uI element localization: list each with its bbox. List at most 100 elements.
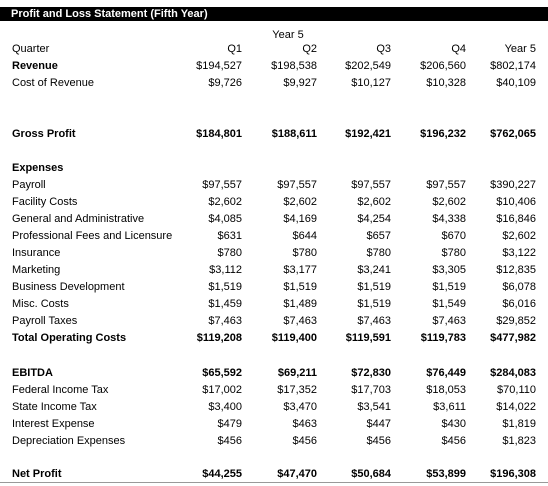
cell-value: $119,400: [271, 332, 317, 344]
table-row: Business Development $1,519 $1,519 $1,51…: [0, 279, 548, 296]
table-row: State Income Tax $3,400 $3,470 $3,541 $3…: [0, 399, 548, 416]
cell-value: $184,801: [196, 128, 242, 140]
table-row: Depreciation Expenses $456 $456 $456 $45…: [0, 433, 548, 450]
cell-value: $206,560: [420, 60, 466, 72]
row-label: Professional Fees and Licensure: [12, 230, 173, 242]
table-header-row: Quarter Q1 Q2 Q3 Q4 Year 5: [0, 41, 548, 58]
year-header: Year 5: [272, 29, 304, 41]
cell-value: $2,602: [502, 230, 536, 242]
cell-value: $9,726: [208, 77, 242, 89]
cell-value: $198,538: [271, 60, 317, 72]
table-row: Federal Income Tax $17,002 $17,352 $17,7…: [0, 382, 548, 399]
cell-value: $780: [217, 247, 242, 259]
cell-value: $4,338: [432, 213, 466, 225]
cell-value: $1,519: [283, 281, 317, 293]
row-label: Marketing: [12, 264, 61, 276]
total-operating-costs-row: Total Operating Costs $119,208 $119,400 …: [0, 330, 548, 347]
cell-value: $780: [366, 247, 391, 259]
gross-profit-row: Gross Profit $184,801 $188,611 $192,421 …: [0, 126, 548, 143]
col-header-q3: Q3: [376, 43, 391, 55]
cell-value: $644: [292, 230, 317, 242]
row-label: Facility Costs: [12, 196, 78, 208]
cell-value: $3,541: [357, 401, 391, 413]
cell-value: $65,592: [202, 367, 242, 379]
row-label: General and Administrative: [12, 213, 145, 225]
cell-value: $390,227: [490, 179, 536, 191]
row-label: Gross Profit: [12, 128, 76, 140]
cell-value: $119,783: [420, 332, 466, 344]
cell-value: $2,602: [357, 196, 391, 208]
cell-value: $670: [441, 230, 466, 242]
row-label: Insurance: [12, 247, 61, 259]
cell-value: $97,557: [277, 179, 317, 191]
cell-value: $4,085: [208, 213, 242, 225]
cell-value: $3,400: [208, 401, 242, 413]
cell-value: $1,823: [502, 435, 536, 447]
cell-value: $196,232: [420, 128, 466, 140]
revenue-row: Revenue $194,527 $198,538 $202,549 $206,…: [0, 58, 548, 75]
col-header-q1: Q1: [227, 43, 242, 55]
row-label: Quarter: [12, 43, 50, 55]
cell-value: $17,352: [277, 384, 317, 396]
cost-of-revenue-row: Cost of Revenue $9,726 $9,927 $10,127 $1…: [0, 75, 548, 92]
cell-value: $780: [441, 247, 466, 259]
cell-value: $802,174: [490, 60, 536, 72]
cell-value: $10,328: [426, 77, 466, 89]
cell-value: $3,122: [502, 247, 536, 259]
statement-title: Profit and Loss Statement (Fifth Year): [0, 7, 548, 21]
cell-value: $1,519: [432, 281, 466, 293]
row-label: Interest Expense: [12, 418, 95, 430]
cell-value: $762,065: [490, 128, 536, 140]
cell-value: $4,254: [357, 213, 391, 225]
table-row: Misc. Costs $1,459 $1,489 $1,519 $1,549 …: [0, 296, 548, 313]
cell-value: $53,899: [426, 468, 466, 480]
cell-value: $17,703: [351, 384, 391, 396]
row-label: Revenue: [12, 60, 58, 72]
cell-value: $430: [441, 418, 466, 430]
cell-value: $456: [366, 435, 391, 447]
table-row: Payroll Taxes $7,463 $7,463 $7,463 $7,46…: [0, 313, 548, 330]
cell-value: $18,053: [426, 384, 466, 396]
cell-value: $456: [292, 435, 317, 447]
cell-value: $1,519: [208, 281, 242, 293]
cell-value: $463: [292, 418, 317, 430]
row-label: Misc. Costs: [12, 298, 69, 310]
col-header-q4: Q4: [451, 43, 466, 55]
cell-value: $479: [217, 418, 242, 430]
cell-value: $10,406: [496, 196, 536, 208]
cell-value: $72,830: [351, 367, 391, 379]
cell-value: $631: [217, 230, 242, 242]
cell-value: $6,078: [502, 281, 536, 293]
cell-value: $69,211: [277, 367, 317, 379]
cell-value: $17,002: [202, 384, 242, 396]
row-label: Depreciation Expenses: [12, 435, 126, 447]
cell-value: $3,177: [283, 264, 317, 276]
cell-value: $1,549: [432, 298, 466, 310]
cell-value: $7,463: [432, 315, 466, 327]
cell-value: $10,127: [351, 77, 391, 89]
cell-value: $1,519: [357, 298, 391, 310]
cell-value: $14,022: [496, 401, 536, 413]
cell-value: $188,611: [271, 128, 317, 140]
cell-value: $657: [366, 230, 391, 242]
row-label: State Income Tax: [12, 401, 97, 413]
net-profit-row: Net Profit $44,255 $47,470 $50,684 $53,8…: [0, 466, 548, 483]
table-row: Facility Costs $2,602 $2,602 $2,602 $2,6…: [0, 194, 548, 211]
row-label: Cost of Revenue: [12, 77, 94, 89]
cell-value: $119,208: [196, 332, 242, 344]
cell-value: $1,519: [357, 281, 391, 293]
row-label: Federal Income Tax: [12, 384, 109, 396]
cell-value: $477,982: [490, 332, 536, 344]
cell-value: $1,489: [283, 298, 317, 310]
cell-value: $3,611: [433, 401, 466, 413]
table-row: General and Administrative $4,085 $4,169…: [0, 211, 548, 228]
cell-value: $3,112: [209, 264, 242, 276]
cell-value: $47,470: [277, 468, 317, 480]
cell-value: $119,591: [345, 332, 391, 344]
cell-value: $3,241: [357, 264, 391, 276]
ebitda-row: EBITDA $65,592 $69,211 $72,830 $76,449 $…: [0, 365, 548, 382]
cell-value: $1,459: [208, 298, 242, 310]
cell-value: $16,846: [496, 213, 536, 225]
table-row: Interest Expense $479 $463 $447 $430 $1,…: [0, 416, 548, 433]
col-header-year: Year 5: [504, 43, 536, 55]
